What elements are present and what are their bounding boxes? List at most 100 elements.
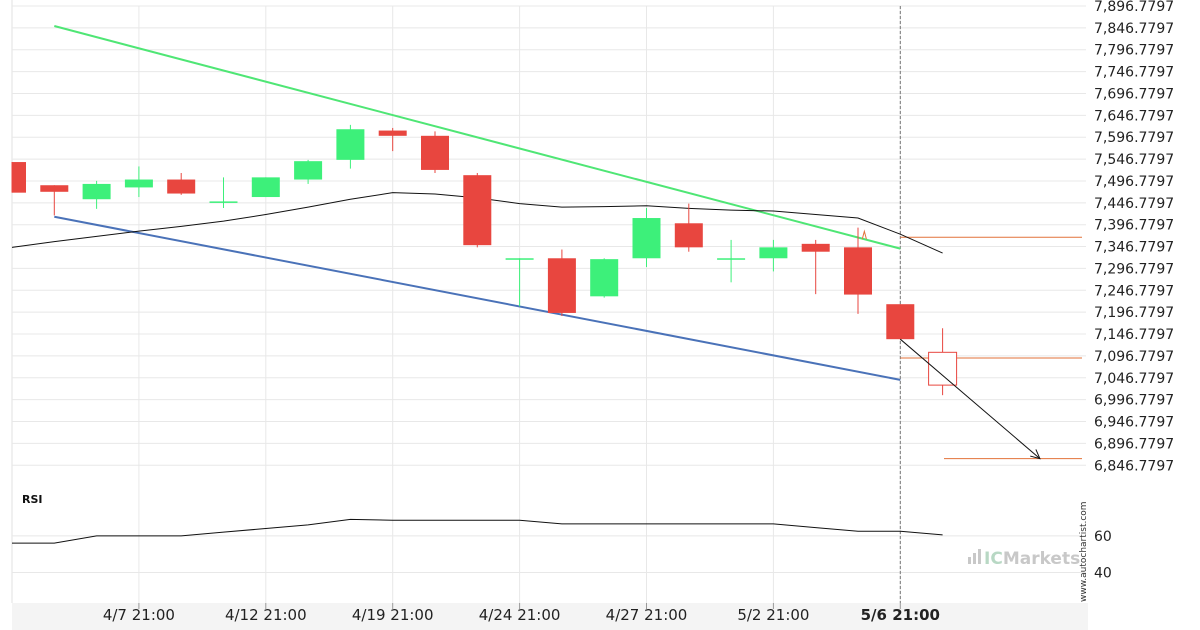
candle	[11, 162, 26, 193]
y-tick-label: 7,446.7797	[1094, 196, 1174, 212]
x-axis: 4/7 21:00 4/12 21:00 4/19 21:00 4/24 21:00 4…	[103, 603, 940, 624]
candle-body	[167, 179, 196, 194]
x-tick-label: 5/6 21:00	[861, 606, 940, 624]
y-tick-label: 7,396.7797	[1094, 218, 1174, 234]
candle-body	[463, 175, 492, 246]
brand-logo: ICMarkets	[968, 549, 1080, 569]
x-tick-label: 4/7 21:00	[103, 606, 175, 624]
forecast-arrow-line	[899, 338, 1041, 459]
y-tick-label: 7,896.7797	[1094, 0, 1174, 15]
rsi-tick-label: 60	[1094, 529, 1112, 545]
x-tick-label: 4/27 21:00	[606, 606, 688, 624]
candle	[886, 304, 915, 340]
candle	[759, 239, 788, 272]
y-tick-label: 7,796.7797	[1094, 43, 1174, 59]
y-tick-label: 7,296.7797	[1094, 261, 1174, 277]
candle	[547, 249, 576, 317]
candle-body	[251, 177, 280, 198]
y-tick-label: 7,546.7797	[1094, 152, 1174, 168]
candle-body	[928, 351, 958, 386]
y-tick-label: 7,646.7797	[1094, 108, 1174, 124]
rsi-title: RSI	[22, 493, 43, 506]
candle	[124, 166, 153, 198]
y-tick-label: 7,146.7797	[1094, 327, 1174, 343]
candle-body	[547, 258, 576, 313]
brand-suffix: Markets	[1003, 549, 1080, 569]
candle-body	[124, 179, 153, 188]
candle-body	[674, 223, 703, 248]
y-tick-label: 7,346.7797	[1094, 240, 1174, 256]
candle-body	[82, 183, 111, 200]
y-tick-label: 6,946.7797	[1094, 415, 1174, 431]
candles-layer	[11, 124, 958, 396]
candle	[40, 185, 69, 216]
y-tick-label: 6,896.7797	[1094, 436, 1174, 452]
rsi-panel: RSI	[12, 493, 943, 544]
candle	[505, 258, 534, 307]
y-tick-label: 7,696.7797	[1094, 86, 1174, 102]
wedge-upper-line	[54, 25, 901, 250]
candle	[844, 227, 872, 314]
y-tick-label: 7,496.7797	[1094, 174, 1174, 190]
candle-body	[378, 130, 407, 136]
forecast-layer	[899, 338, 1041, 460]
candle	[294, 159, 323, 184]
candle-body	[12, 162, 26, 193]
candle	[251, 177, 280, 198]
wedge-lower-line	[54, 215, 901, 381]
candle	[421, 131, 449, 173]
candle	[209, 177, 238, 208]
candle-body	[759, 247, 788, 259]
forecast-arrow-head	[1030, 449, 1041, 460]
candle-body	[209, 201, 238, 203]
y-tick-label: 7,246.7797	[1094, 283, 1174, 299]
candle	[674, 203, 703, 252]
brand-logo-bar-2	[973, 553, 976, 564]
candle	[632, 207, 661, 268]
candle	[590, 258, 619, 298]
candle-body	[505, 258, 534, 260]
x-tick-label: 4/12 21:00	[225, 606, 307, 624]
y-tick-label: 7,096.7797	[1094, 349, 1174, 365]
brand-logo-bar-1	[968, 557, 971, 564]
brand-name: ICMarkets	[984, 549, 1080, 569]
candle	[336, 124, 365, 169]
y-axis: 7,896.7797 7,846.7797 7,796.7797 7,746.7797…	[1094, 0, 1174, 582]
candle	[717, 239, 746, 283]
y-tick-label: 6,996.7797	[1094, 393, 1174, 409]
candle	[463, 172, 492, 248]
candle-body	[294, 161, 323, 180]
rsi-line	[12, 518, 943, 544]
rsi-tick-label: 40	[1094, 566, 1112, 582]
x-tick-label: 5/2 21:00	[737, 606, 809, 624]
candle-body	[886, 304, 915, 340]
candle	[378, 127, 407, 152]
brand-prefix: IC	[984, 549, 1003, 569]
candle-body	[632, 218, 661, 259]
candle-body	[336, 129, 365, 160]
candle-body	[590, 259, 619, 297]
candle-body	[717, 258, 746, 260]
candle	[801, 239, 830, 295]
breakout-marker	[861, 229, 867, 240]
candle-body	[421, 135, 449, 170]
y-tick-label: 7,046.7797	[1094, 371, 1174, 387]
candle-body	[40, 185, 69, 192]
candle-body	[844, 247, 872, 295]
y-tick-label: 7,846.7797	[1094, 21, 1174, 37]
candle	[167, 172, 196, 195]
candle	[82, 180, 111, 209]
brand-logo-bar-3	[978, 549, 981, 564]
y-tick-label: 7,196.7797	[1094, 305, 1174, 321]
y-axis-panel	[1086, 0, 1200, 630]
y-tick-label: 7,746.7797	[1094, 65, 1174, 81]
x-tick-label: 4/24 21:00	[479, 606, 561, 624]
y-tick-label: 7,596.7797	[1094, 130, 1174, 146]
y-tick-label: 6,846.7797	[1094, 458, 1174, 474]
source-watermark: www.autochartist.com	[1079, 501, 1089, 602]
pattern-layer	[54, 25, 1082, 460]
x-tick-label: 4/19 21:00	[352, 606, 434, 624]
forecast-candle	[928, 328, 958, 396]
x-axis-panel	[12, 603, 1088, 630]
